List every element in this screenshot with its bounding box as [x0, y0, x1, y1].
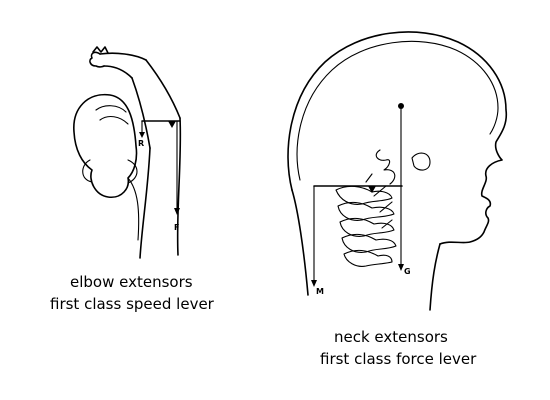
neck-figure-skull-base [375, 149, 396, 185]
neck-caption-line-2: first class force lever [320, 350, 477, 368]
elbow-figure-torso [139, 117, 182, 259]
neck-figure-jaw [429, 243, 441, 311]
elbow-fulcrum [168, 121, 176, 128]
elbow-force-letter: F [174, 223, 179, 232]
elbow-resistance-arrowhead [139, 132, 145, 138]
neck-figure-skull-inner [296, 40, 499, 181]
neck-muscle-arrowhead [311, 280, 317, 287]
neck-figure-ear [411, 152, 431, 171]
neck-caption-line-1: neck extensors [334, 328, 448, 346]
elbow-resistance-letter: R [138, 139, 144, 148]
neck-figure-skull-outer [287, 31, 508, 245]
elbow-figure-hair [95, 105, 129, 125]
elbow-force-arrowhead [174, 208, 180, 215]
elbow-figure-upper-arm [131, 59, 181, 149]
elbow-figure-ear-left [82, 159, 93, 183]
neck-fulcrum [368, 186, 376, 193]
neck-muscle-letter: M [316, 287, 324, 296]
elbow-figure-hand [89, 46, 109, 68]
neck-gravity-arrowhead [398, 264, 404, 271]
elbow-figure-shoulder [127, 177, 140, 241]
elbow-figure-forearm [99, 52, 147, 79]
neck-gravity-letter: G [404, 267, 411, 276]
elbow-figure-head [73, 93, 138, 198]
elbow-caption-line-1: elbow extensors [70, 273, 193, 291]
elbow-extensor-figure: R F elbow extensors first class speed le… [50, 46, 215, 313]
neck-extensor-figure: M G neck extensors first class force lev… [287, 31, 508, 368]
neck-figure-vertebrae [335, 173, 397, 267]
elbow-caption-line-2: first class speed lever [50, 295, 215, 313]
neck-figure-back-neck [291, 189, 309, 296]
